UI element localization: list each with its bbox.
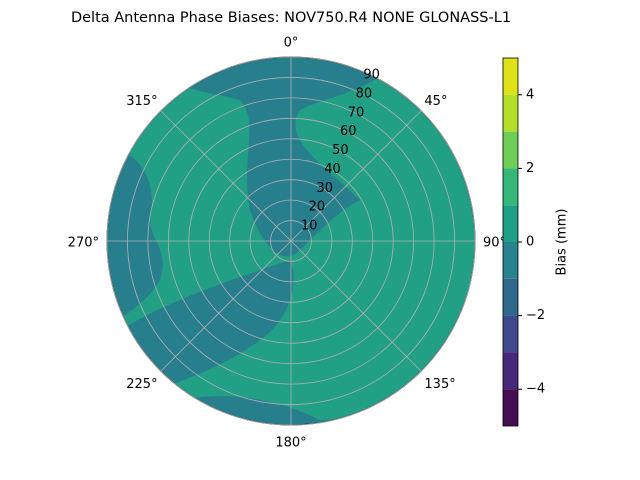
grid-spoke xyxy=(290,110,422,242)
colorbar-tick-label: −4 xyxy=(526,382,545,397)
radial-tick-label: 80 xyxy=(356,86,373,101)
grid-spoke xyxy=(160,110,292,242)
angle-tick-label: 315° xyxy=(126,94,157,109)
colorbar-bin xyxy=(503,94,518,132)
radial-tick-label: 20 xyxy=(309,200,326,215)
colorbar-bin xyxy=(503,242,518,279)
chart-title: Delta Antenna Phase Biases: NOV750.R4 NO… xyxy=(71,10,511,26)
angle-tick-label: 45° xyxy=(424,94,447,109)
colorbar-bin xyxy=(503,352,518,390)
colorbar-tick-label: 4 xyxy=(526,87,534,102)
angle-tick-label: 225° xyxy=(126,377,157,392)
radial-tick-label: 50 xyxy=(332,143,349,158)
radial-tick-label: 10 xyxy=(301,219,318,234)
radial-tick-label: 40 xyxy=(324,162,341,177)
colorbar-tick-label: 0 xyxy=(526,235,534,250)
colorbar-bin xyxy=(503,168,518,206)
colorbar-tick-label: −2 xyxy=(526,308,545,323)
grid-spoke xyxy=(160,240,292,372)
radial-tick-label: 30 xyxy=(316,181,333,196)
colorbar-bin xyxy=(503,131,518,169)
colorbar-tick-label: 2 xyxy=(526,161,534,176)
radial-tick-label: 70 xyxy=(348,105,365,120)
angle-tick-label: 90° xyxy=(483,236,506,251)
angle-tick-label: 180° xyxy=(275,436,306,451)
colorbar-bin xyxy=(503,389,518,426)
angle-tick-label: 135° xyxy=(424,377,455,392)
contour-region xyxy=(150,57,400,257)
radial-tick-label: 60 xyxy=(340,124,357,139)
colorbar-bin xyxy=(503,315,518,353)
angle-tick-label: 0° xyxy=(284,36,299,51)
colorbar-bin xyxy=(503,205,518,242)
grid-spoke xyxy=(290,240,422,372)
angle-tick-label: 270° xyxy=(68,236,99,251)
colorbar-label: Bias (mm) xyxy=(555,209,570,276)
colorbar-bin xyxy=(503,58,518,95)
contour-region xyxy=(107,140,163,330)
radial-tick-label: 90 xyxy=(363,68,380,83)
colorbar-bin xyxy=(503,278,518,316)
